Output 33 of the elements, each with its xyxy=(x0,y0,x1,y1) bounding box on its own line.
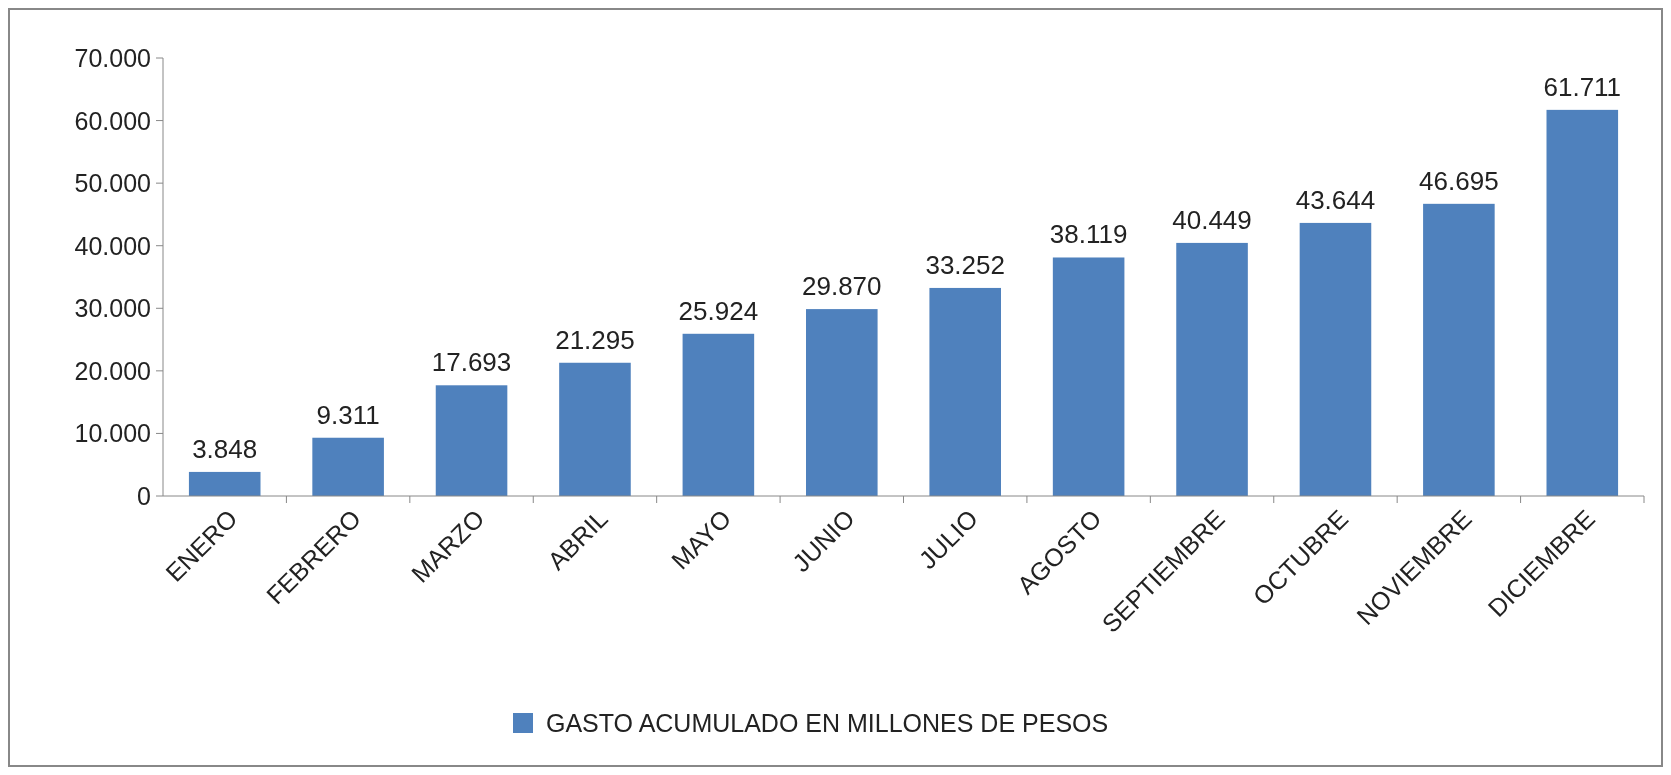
y-tick-label: 50.000 xyxy=(74,169,151,198)
bar xyxy=(682,333,755,496)
bar xyxy=(1052,257,1125,496)
bar xyxy=(312,437,384,496)
data-label: 38.119 xyxy=(1049,219,1128,250)
bar xyxy=(559,362,631,496)
data-label: 25.924 xyxy=(678,295,759,326)
bar xyxy=(806,309,878,496)
data-label: 17.693 xyxy=(431,347,512,378)
data-label: 46.695 xyxy=(1419,165,1499,196)
bar xyxy=(1176,242,1248,496)
data-label: 61.711 xyxy=(1543,71,1622,102)
legend-label: GASTO ACUMULADO EN MILLONES DE PESOS xyxy=(546,709,1109,737)
y-tick-label: 70.000 xyxy=(74,44,151,72)
bar xyxy=(929,287,1001,496)
y-tick-label: 10.000 xyxy=(74,419,151,448)
y-tick-label: 20.000 xyxy=(74,356,151,385)
y-tick-label: 60.000 xyxy=(74,106,151,135)
data-label: 21.295 xyxy=(555,324,635,355)
y-tick-label: 40.000 xyxy=(74,231,151,260)
bar xyxy=(1423,203,1495,496)
data-label: 33.252 xyxy=(925,249,1005,280)
y-tick-label: 30.000 xyxy=(74,294,151,323)
data-label: 3.848 xyxy=(192,433,258,464)
bar xyxy=(435,385,508,496)
bar xyxy=(188,471,261,496)
data-label: 9.311 xyxy=(316,399,380,430)
y-tick-label: 0 xyxy=(137,482,151,510)
data-label: 43.644 xyxy=(1295,184,1376,215)
bar xyxy=(1299,222,1372,496)
data-label: 29.870 xyxy=(802,271,882,302)
bar xyxy=(1546,109,1619,496)
data-label: 40.449 xyxy=(1172,204,1252,235)
